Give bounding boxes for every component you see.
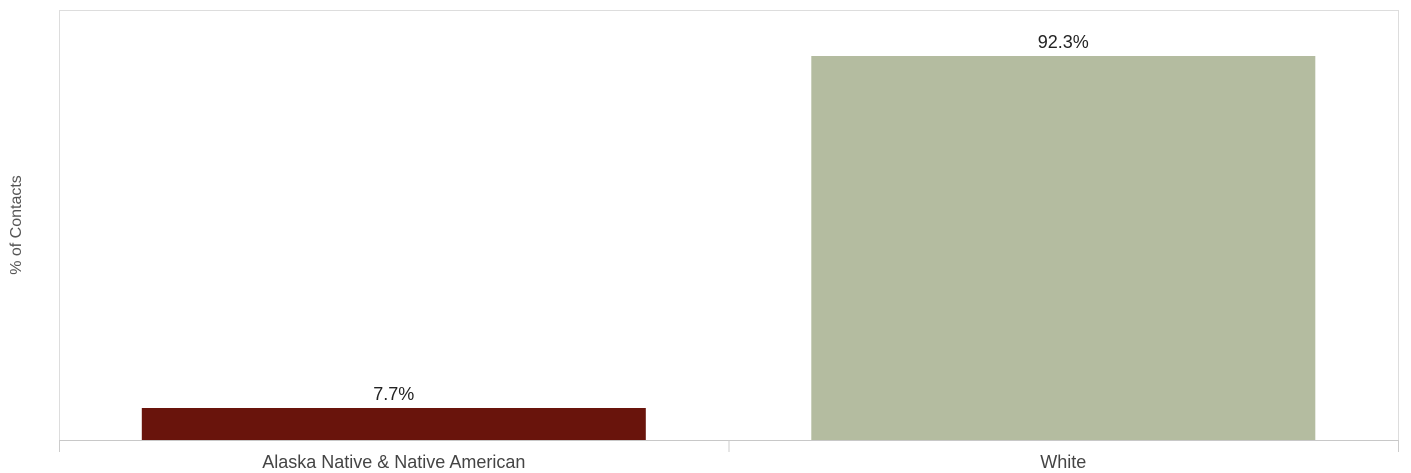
x-tick-label-0: Alaska Native & Native American (262, 452, 525, 472)
x-tick-label-1: White (1040, 452, 1086, 472)
data-label-0: 7.7% (373, 384, 414, 404)
x-ticks-group: Alaska Native & Native American White (59, 440, 1399, 472)
data-label-1: 92.3% (1038, 32, 1089, 52)
bars-group: 7.7% 92.3% (141, 32, 1316, 440)
bar-0 (141, 408, 646, 440)
y-axis-label: % of Contacts (8, 175, 25, 275)
bar-1 (811, 56, 1316, 440)
